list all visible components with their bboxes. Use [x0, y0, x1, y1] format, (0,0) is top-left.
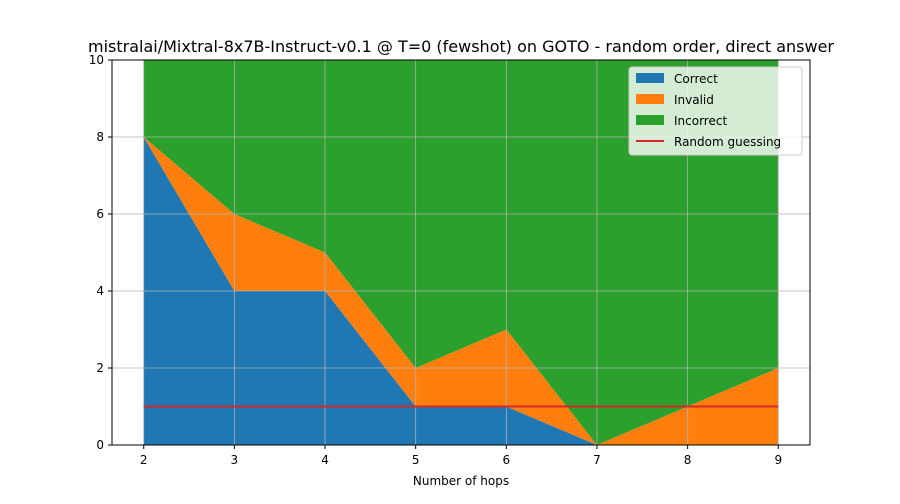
legend-label-random-guessing: Random guessing: [674, 135, 781, 149]
y-tick-label: 10: [89, 53, 104, 67]
legend-label-incorrect: Incorrect: [674, 114, 727, 128]
y-tick-label: 2: [96, 361, 104, 375]
x-tick-label: 5: [412, 453, 420, 467]
legend: Correct Invalid Incorrect Random guessin…: [628, 66, 803, 156]
x-tick-label: 8: [684, 453, 692, 467]
legend-label-correct: Correct: [674, 72, 718, 86]
y-tick-label: 6: [96, 207, 104, 221]
x-tick-label: 7: [593, 453, 601, 467]
legend-swatch-correct: [636, 73, 664, 83]
plot-frame: [111, 59, 811, 446]
y-tick-label: 8: [96, 130, 104, 144]
legend-swatch-incorrect: [636, 115, 664, 125]
x-tick-label: 6: [503, 453, 511, 467]
legend-label-invalid: Invalid: [674, 93, 714, 107]
chart-title: mistralai/Mixtral-8x7B-Instruct-v0.1 @ T…: [88, 37, 834, 56]
x-tick-label: 9: [774, 453, 782, 467]
x-tick-label: 3: [231, 453, 239, 467]
ticks-layer: 2 3 4 5 6 7 8 9 0 2 4 6 8 10: [89, 53, 782, 467]
x-tick-label: 4: [321, 453, 329, 467]
legend-frame: [628, 66, 803, 156]
y-tick-label: 0: [96, 438, 104, 452]
y-tick-label: 4: [96, 284, 104, 298]
area-incorrect: [143, 60, 779, 445]
x-tick-label: 2: [140, 453, 148, 467]
x-axis-label: Number of hops: [413, 474, 509, 488]
legend-swatch-invalid: [636, 94, 664, 104]
